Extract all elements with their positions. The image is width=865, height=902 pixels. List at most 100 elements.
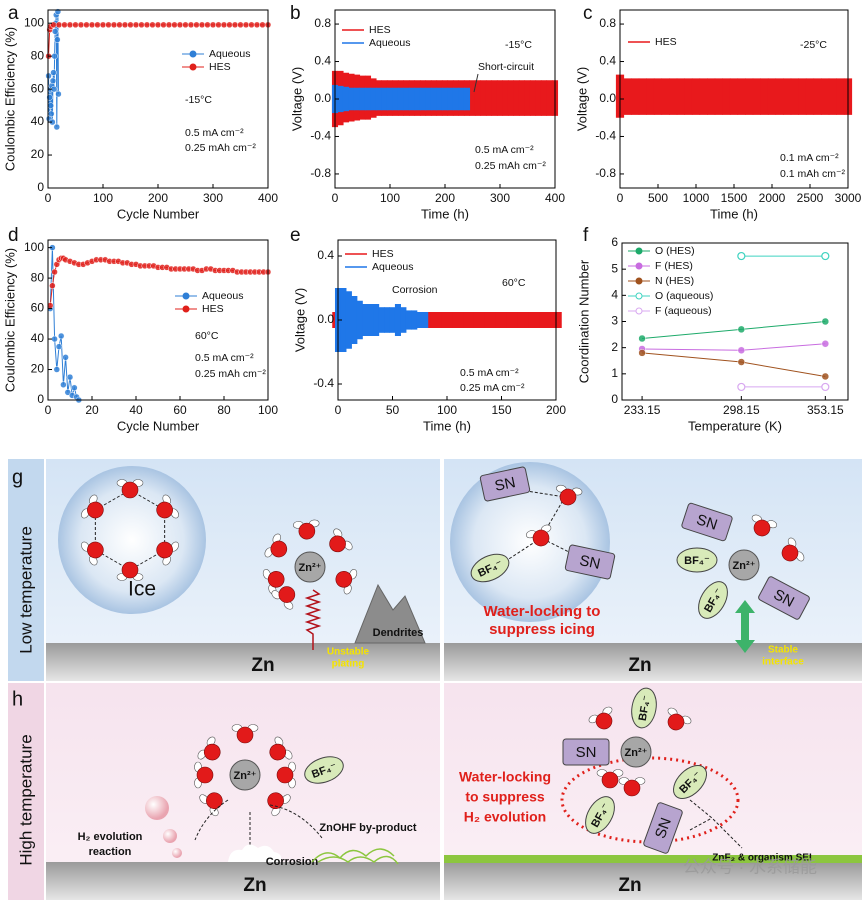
data-point xyxy=(51,52,58,60)
water-molecule xyxy=(116,479,144,499)
data-point xyxy=(821,339,830,348)
legend-label: F (HES) xyxy=(655,260,693,272)
x-axis-label: Time (h) xyxy=(421,206,469,221)
legend-label: Aqueous xyxy=(372,261,413,273)
sn-box xyxy=(562,738,610,766)
bf4-label: BF₄⁻ xyxy=(637,694,653,722)
oxygen xyxy=(329,535,346,553)
sn-label: SN xyxy=(694,511,719,534)
y-axis-label: Voltage (V) xyxy=(574,67,589,131)
x-tick-label: 0 xyxy=(335,403,342,417)
bf4-shape xyxy=(470,553,510,583)
data-point xyxy=(127,21,134,29)
side-strip xyxy=(8,683,44,900)
data-point xyxy=(737,346,746,355)
panel-letter: f xyxy=(583,225,589,246)
zn-ground xyxy=(46,862,440,900)
sn-molecule: SN xyxy=(564,544,616,580)
sn-label: SN xyxy=(578,552,602,573)
data-point xyxy=(45,72,52,80)
data-point xyxy=(55,21,63,29)
zn-ion-label: Zn²⁺ xyxy=(625,747,648,759)
bf4-shape xyxy=(698,581,728,619)
x-tick-label: 0 xyxy=(45,191,52,205)
y-tick-label: 0 xyxy=(611,392,618,406)
x-tick-label: 200 xyxy=(435,191,455,205)
y-axis-label: Coordination Number xyxy=(576,259,591,383)
panel-letter: d xyxy=(8,225,19,246)
annotation: 0.25 mAh cm⁻² xyxy=(185,142,256,154)
annotation: -15°C xyxy=(505,39,532,51)
oxygen xyxy=(156,541,173,559)
data-point xyxy=(171,21,178,29)
y-tick-label: 100 xyxy=(24,15,44,29)
oxygen xyxy=(601,771,619,789)
data-point xyxy=(51,335,58,343)
y-tick-label: 40 xyxy=(31,331,45,345)
legend-marker xyxy=(189,50,197,58)
data-point xyxy=(55,90,62,98)
stable-arrow xyxy=(735,600,755,653)
annotation: 60°C xyxy=(502,277,526,289)
sn-molecule: SN xyxy=(758,576,810,620)
sn-box xyxy=(479,466,531,502)
oxygen xyxy=(121,481,139,499)
dashed-link xyxy=(689,799,743,849)
oxygen xyxy=(781,544,799,562)
oxygen xyxy=(156,501,173,519)
annotation: 0.5 mA cm⁻² xyxy=(460,367,519,379)
legend-label: F (aqueous) xyxy=(655,305,712,317)
data-point xyxy=(51,28,59,35)
y-tick-label: 0 xyxy=(37,392,44,406)
oxygen xyxy=(87,541,104,559)
water-molecule xyxy=(525,524,552,547)
water-molecule xyxy=(329,528,353,553)
data-point xyxy=(253,21,261,29)
y-tick-label: 80 xyxy=(31,48,45,62)
oxygen xyxy=(753,519,771,537)
y-tick-label: 0.0 xyxy=(599,91,616,105)
data-point xyxy=(638,349,646,357)
data-point xyxy=(88,21,96,29)
data-point xyxy=(66,21,74,29)
y-tick-label: 80 xyxy=(31,270,45,284)
data-point xyxy=(53,123,61,131)
dashed-link xyxy=(194,799,229,841)
legend-marker xyxy=(635,247,643,255)
water-molecule xyxy=(264,533,288,558)
data-point xyxy=(821,382,830,392)
data-point xyxy=(821,251,830,261)
data-point xyxy=(242,21,250,29)
data-point xyxy=(821,317,830,326)
data-point xyxy=(209,21,217,29)
data-point xyxy=(248,21,255,29)
water-molecule xyxy=(781,537,805,562)
water-molecule xyxy=(197,736,221,761)
water-molecule xyxy=(335,569,358,595)
zn-ion xyxy=(229,759,261,791)
legend-label: HES xyxy=(655,36,677,48)
y-tick-label: 100 xyxy=(24,240,44,254)
panel-letter: c xyxy=(583,3,593,24)
x-tick-label: 400 xyxy=(258,191,278,205)
x-axis-label: Cycle Number xyxy=(117,206,200,221)
series-line xyxy=(642,343,826,351)
data-point xyxy=(47,102,54,109)
data-point xyxy=(638,334,646,343)
x-axis-label: Temperature (K) xyxy=(688,418,782,433)
annotation: 60°C xyxy=(195,330,219,342)
label: Ice xyxy=(128,578,156,601)
annotation: 0.5 mA cm⁻² xyxy=(475,144,534,156)
data-point xyxy=(64,389,72,396)
y-tick-label: 0 xyxy=(37,180,44,194)
data-point xyxy=(737,325,746,334)
label: Zn xyxy=(251,655,274,676)
dendrite-spring xyxy=(304,589,322,650)
oxygen xyxy=(87,501,104,519)
bf4-anion: BF₄⁻ xyxy=(673,765,707,799)
y-tick-label: 0.0 xyxy=(317,312,334,326)
legend-marker xyxy=(189,63,197,71)
data-point xyxy=(99,21,107,29)
water-molecule xyxy=(267,792,291,817)
y-tick-label: -0.4 xyxy=(595,129,616,143)
